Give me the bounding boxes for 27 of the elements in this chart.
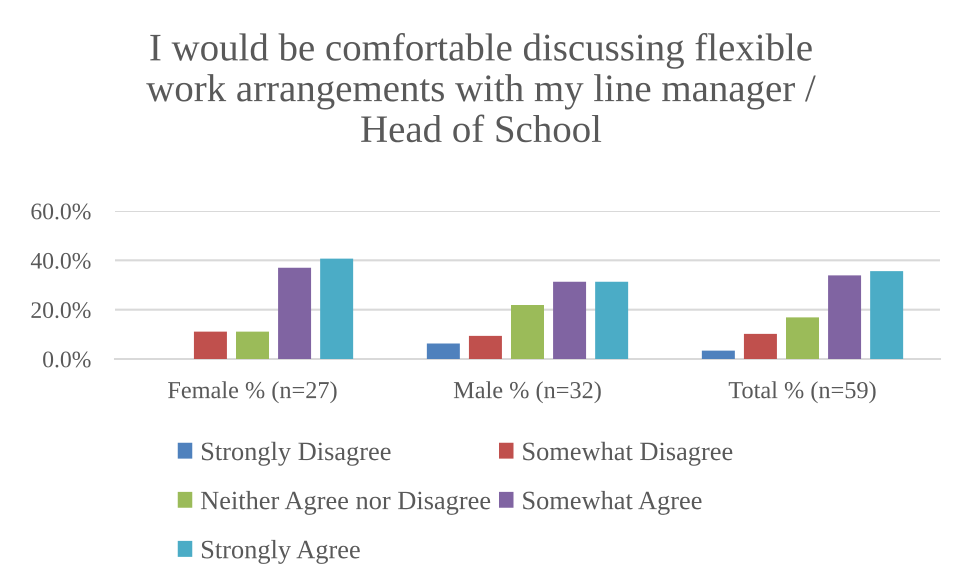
bar [278, 268, 312, 359]
legend-label: Strongly Disagree [202, 442, 391, 466]
bar [870, 271, 904, 359]
legend-label: Somewhat Agree [523, 490, 702, 515]
bar [553, 282, 586, 359]
bar [786, 317, 819, 359]
y-tick-label: 40.0% [30, 252, 91, 269]
bar [194, 332, 227, 359]
chart-title: I would be comfortable discussing flexible work arrangements with my line manager / Head of School [146, 33, 816, 142]
legend-label: Neither Agree nor Disagree [200, 490, 490, 515]
x-tick-label: Total % (n=59) [728, 381, 876, 404]
legend-label: Strongly Agree [202, 540, 360, 564]
bar [468, 336, 502, 359]
x-tick-label: Male % (n=32) [454, 381, 601, 404]
bar [426, 343, 460, 359]
bar [744, 334, 777, 359]
y-tick-label: 60.0% [31, 203, 91, 220]
x-tick-label: Female % (n=27) [168, 381, 337, 404]
bar [702, 350, 735, 359]
y-tick-label: 20.0% [31, 302, 91, 318]
y-tick-label: 0.0% [43, 351, 91, 368]
bar [320, 258, 354, 359]
bar [236, 332, 269, 359]
legend-label: Somewhat Disagree [523, 442, 732, 466]
bar [595, 282, 628, 359]
bar [828, 275, 862, 359]
bar [511, 304, 544, 359]
